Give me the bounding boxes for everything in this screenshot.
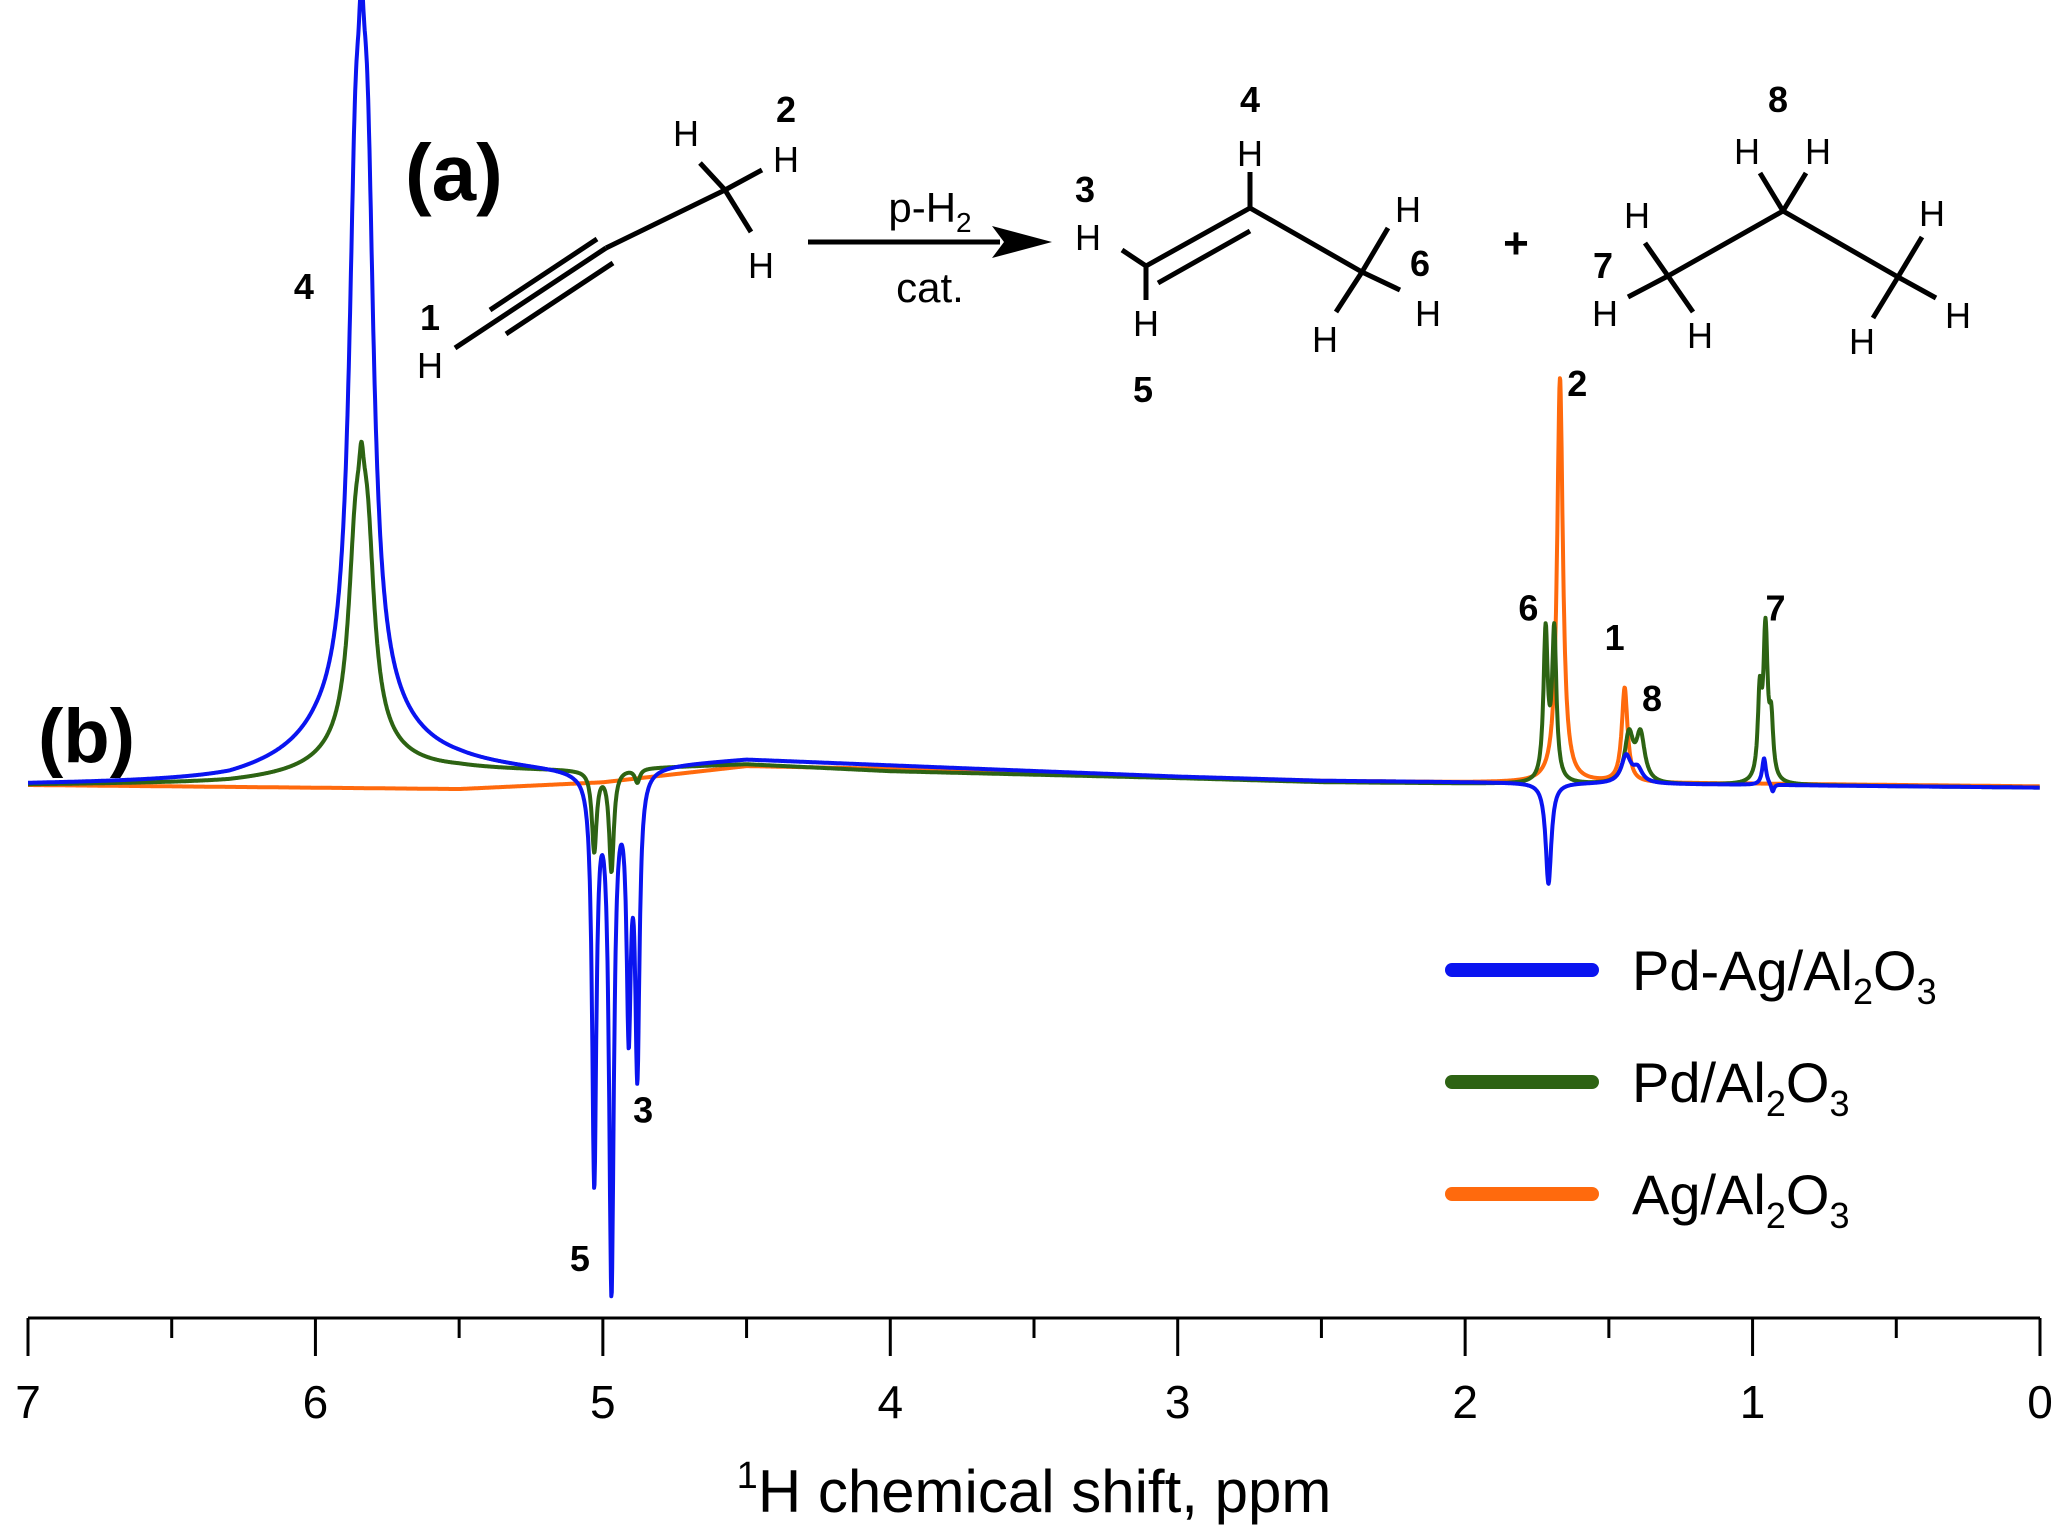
propane-label-8: 8 (1768, 79, 1788, 120)
propyne-label-1: 1 (420, 297, 440, 338)
propane-h8a: H (1734, 131, 1760, 172)
condition-label: cat. (896, 264, 964, 311)
propene-h6b: H (1415, 293, 1441, 334)
x-tick-label: 7 (15, 1376, 41, 1428)
propane-h7a: H (1624, 195, 1650, 236)
propene-label-6: 6 (1410, 243, 1430, 284)
propene-h5: H (1133, 303, 1159, 344)
propene-label-3: 3 (1075, 169, 1095, 210)
plus-sign: + (1503, 219, 1529, 268)
propene-h6a: H (1395, 189, 1421, 230)
panel-label-a: (a) (405, 128, 503, 217)
reagent-label: p-H2 (888, 184, 971, 238)
propane-h9c: H (1849, 321, 1875, 362)
peak-label-5: 5 (570, 1238, 590, 1279)
peak-label-1: 1 (1605, 617, 1625, 658)
propene-label-4: 4 (1240, 79, 1260, 120)
propene-label-5: 5 (1133, 369, 1153, 410)
legend: Pd-Ag/Al2O3 Pd/Al2O3 Ag/Al2O3 (1445, 939, 1937, 1236)
propane-h9a: H (1919, 193, 1945, 234)
propyne-molecule (453, 161, 764, 351)
peak-label-7: 7 (1766, 587, 1786, 628)
propyne-h2c: H (748, 245, 774, 286)
peak-label-8: 8 (1642, 678, 1662, 719)
series-line-pd-ag-al2o3 (26, 0, 2042, 1299)
propane-h9b: H (1945, 295, 1971, 336)
propene-h6c: H (1312, 319, 1338, 360)
propene-molecule (1120, 172, 1402, 314)
x-tick-label: 3 (1165, 1376, 1191, 1428)
peak-label-6: 6 (1518, 587, 1538, 628)
x-tick-label: 2 (1452, 1376, 1478, 1428)
propene-h4: H (1237, 133, 1263, 174)
x-tick-label: 1 (1740, 1376, 1766, 1428)
reaction-scheme-text: H 1 H H H 2 p-H2 cat. 3 H H 5 4 H H 6 H … (417, 79, 1971, 410)
propyne-h2b: H (773, 139, 799, 180)
propyne-h1: H (417, 345, 443, 386)
x-axis-label: 1H chemical shift, ppm (737, 1455, 1332, 1525)
propane-molecule (1626, 171, 1938, 320)
propane-h7c: H (1687, 315, 1713, 356)
peak-label-2: 2 (1567, 363, 1587, 404)
propane-h7b: H (1592, 293, 1618, 334)
reaction-arrow (808, 226, 1052, 258)
propene-h3: H (1075, 217, 1101, 258)
legend-label: Pd/Al2O3 (1632, 1051, 1849, 1124)
reaction-scheme (453, 161, 1938, 351)
x-tick-label: 5 (590, 1376, 616, 1428)
x-tick-label: 4 (877, 1376, 903, 1428)
x-tick-label: 6 (303, 1376, 329, 1428)
propyne-h2a: H (673, 113, 699, 154)
propyne-label-2: 2 (776, 89, 796, 130)
legend-label: Ag/Al2O3 (1632, 1163, 1849, 1236)
x-axis: 7 6 5 4 3 2 1 0 (15, 1316, 2053, 1428)
peak-label-3: 3 (633, 1090, 653, 1131)
peak-label-4: 4 (294, 266, 314, 307)
spectra-series (26, 0, 2042, 1299)
legend-label: Pd-Ag/Al2O3 (1632, 939, 1937, 1012)
x-tick-label: 0 (2027, 1376, 2053, 1428)
propane-h8b: H (1805, 131, 1831, 172)
propane-label-7: 7 (1593, 245, 1613, 286)
panel-label-b: (b) (38, 694, 135, 779)
